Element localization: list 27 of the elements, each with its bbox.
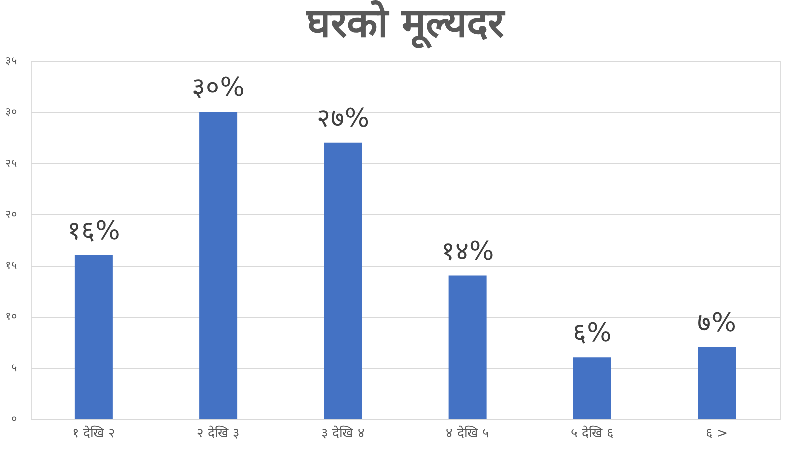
y-tick-label: २० <box>6 208 18 221</box>
y-tick-label: ३५ <box>6 54 18 68</box>
data-label: ६% <box>573 318 612 349</box>
x-tick-label: ३ देखि ४ <box>322 426 365 442</box>
bar <box>448 276 487 419</box>
bar <box>200 112 238 419</box>
x-tick-label: २ देखि ३ <box>196 426 240 442</box>
bar <box>698 347 736 419</box>
y-tick-label: ५ <box>12 361 18 374</box>
bar <box>573 358 612 419</box>
chart-title: घरको मूल्यदर <box>306 0 506 49</box>
x-tick-label: १ देखि २ <box>72 426 116 442</box>
y-tick-label: १५ <box>6 259 18 272</box>
bar <box>324 142 362 419</box>
data-label: ३०% <box>192 73 245 104</box>
bar <box>74 255 113 419</box>
y-tick-label: ० <box>12 412 18 426</box>
data-label: ७% <box>698 308 736 338</box>
x-tick-label: ४ देखि ५ <box>446 426 490 442</box>
data-label: २७% <box>316 104 370 134</box>
y-tick-label: १० <box>6 310 18 324</box>
x-tick-label: ६ > <box>706 426 728 442</box>
data-label: १४% <box>441 236 494 267</box>
x-tick-label: ५ देखि ६ <box>570 426 614 442</box>
y-tick-label: २५ <box>6 156 18 170</box>
y-tick-label: ३० <box>6 106 18 119</box>
data-label: १६% <box>68 216 120 246</box>
